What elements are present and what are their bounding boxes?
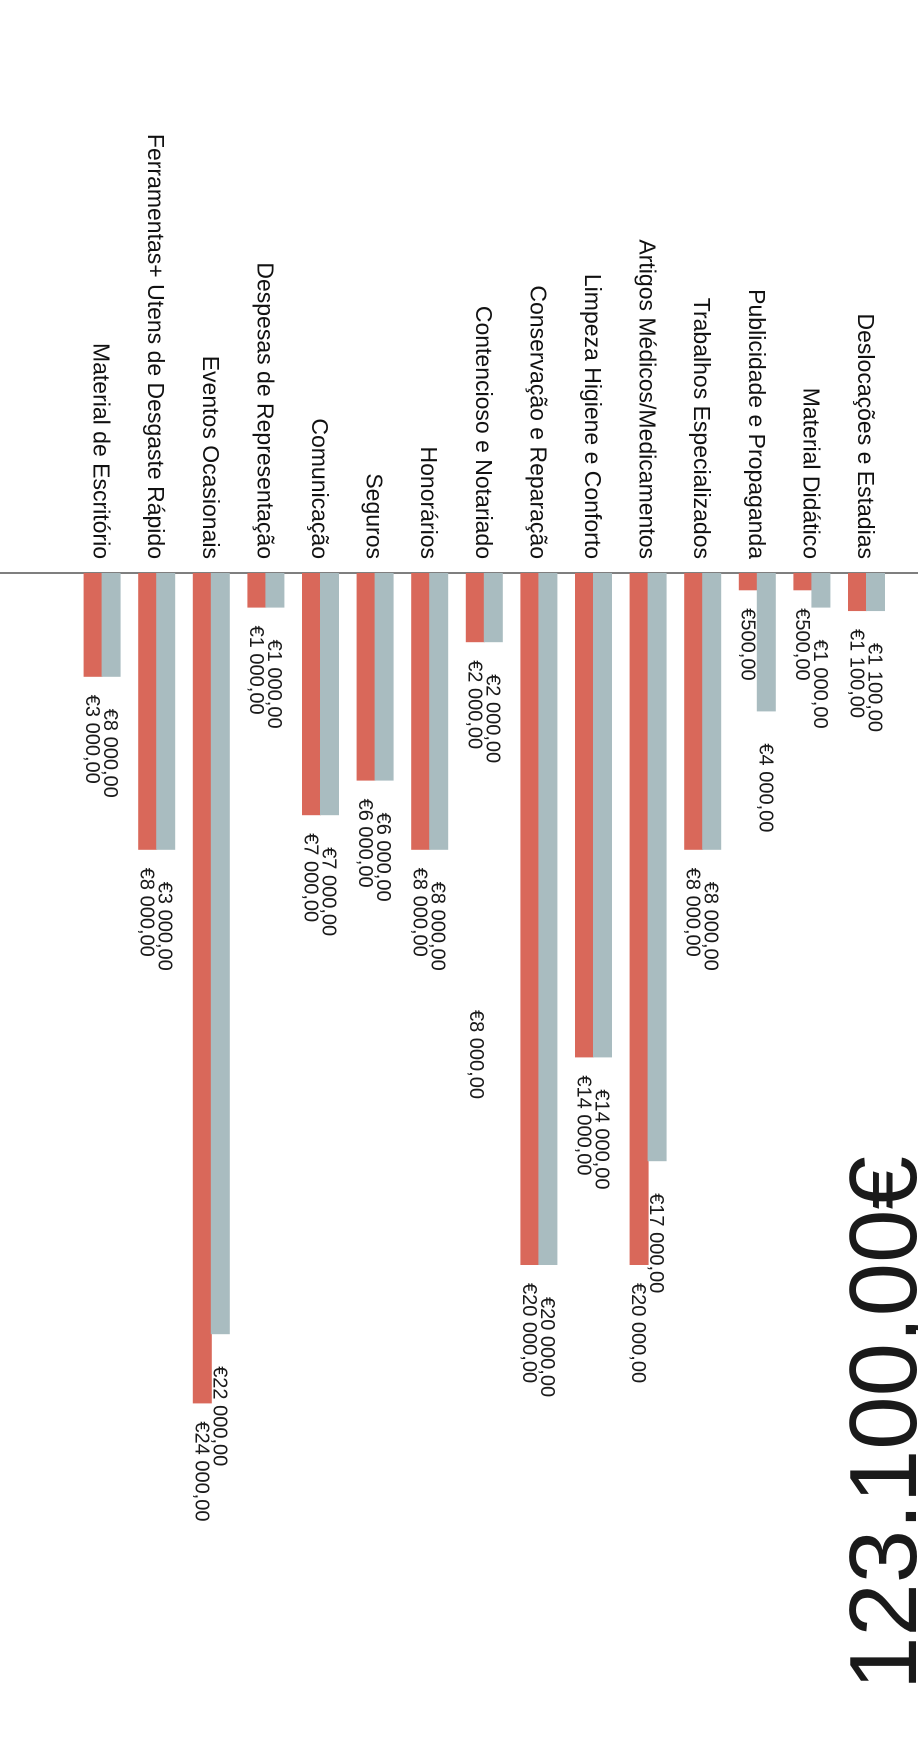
bar-s2-3: [756, 573, 776, 712]
bar-s1-2: [793, 573, 813, 591]
bar-s2-14: [156, 573, 176, 850]
bar-s1-3: [738, 573, 758, 591]
bar-s2-4: [702, 573, 722, 850]
plot-area: Deslocações e Estadias Material Didático P…: [0, 134, 918, 1690]
bar-s1-10: [356, 573, 376, 781]
value-label-s1-15: €3 000,00: [81, 695, 103, 784]
value-label-s2-6: €14 000,00: [591, 1089, 613, 1189]
bar-s2-13: [210, 573, 230, 1335]
category-label-1: Deslocações e Estadias: [853, 314, 879, 559]
bar-s1-4: [684, 573, 704, 850]
value-label-s2-1: €1 100,00: [864, 643, 886, 732]
value-label-s1-9: €8 000,00: [409, 868, 431, 957]
value-label-s1-14: €8 000,00: [136, 868, 158, 957]
bar-s2-5: [647, 573, 667, 1162]
bar-s2-2: [811, 573, 831, 608]
category-label-14: Ferramentas+ Utens de Desgaste Rápido: [143, 134, 169, 559]
value-label-s2-14: €3 000,00: [154, 882, 176, 971]
bar-s2-1: [866, 573, 885, 612]
category-label-8: Contencioso e Notariado: [471, 306, 497, 559]
bar-s1-6: [575, 573, 594, 1058]
value-label-s2-9: €8 000,00: [427, 882, 449, 971]
value-label-s2-8: €2 000,00: [481, 674, 503, 763]
value-label-s1-6: €14 000,00: [573, 1075, 595, 1175]
value-label-s2-7: €20 000,00: [536, 1297, 558, 1397]
category-label-15: Material de Escritório: [89, 343, 115, 559]
bar-s2-12: [265, 573, 285, 608]
value-label-s2-15: €8 000,00: [99, 709, 121, 798]
bar-s1-5: [629, 573, 649, 1265]
category-label-6: Limpeza Higiene e Conforto: [580, 274, 606, 559]
value-label-s2-10: €6 000,00: [372, 813, 394, 902]
value-label-s2-3: €4 000,00: [754, 743, 776, 832]
category-label-5: Artigos Médicos/Medicamentos: [635, 239, 661, 559]
bar-s2-6: [593, 573, 612, 1058]
value-label-s1-11: €7 000,00: [300, 833, 322, 922]
bar-s2-11: [320, 573, 339, 816]
bar-s2-9: [429, 573, 449, 850]
bar-s1-14: [138, 573, 158, 850]
value-label-s2-4: €8 000,00: [700, 882, 722, 971]
category-label-9: Honorários: [416, 447, 442, 560]
value-label-s2-12: €1 000,00: [263, 640, 285, 729]
value-label-s1-1: €1 100,00: [846, 629, 868, 718]
bar-s2-7: [538, 573, 558, 1265]
bar-s1-8: [465, 573, 485, 643]
bar-s1-7: [520, 573, 540, 1265]
bar-s1-12: [247, 573, 267, 608]
value-label-s2-11: €7 000,00: [318, 847, 340, 936]
bar-s1-13: [192, 573, 212, 1404]
value-label-s2-13: €22 000,00: [208, 1366, 230, 1466]
value-label-s1-7: €20 000,00: [518, 1283, 540, 1383]
category-label-11: Comunicação: [307, 418, 333, 559]
category-label-12: Despesas de Representação: [252, 262, 278, 559]
bar-s2-8: [483, 573, 503, 643]
bar-s1-1: [848, 573, 867, 612]
category-label-3: Publicidade e Propaganda: [744, 289, 770, 559]
value-label-s1-3: €500,00: [736, 608, 758, 680]
bar-s2-10: [374, 573, 394, 781]
value-label-s1-4: €8 000,00: [682, 868, 704, 957]
value-label-s2-2: €1 000,00: [809, 640, 831, 729]
value-label-s1-2: €500,00: [791, 608, 813, 680]
value-label-s1-13: €24 000,00: [190, 1421, 212, 1521]
bar-s1-9: [411, 573, 431, 850]
bars-group: [83, 573, 885, 1404]
value-label-s1-5: €20 000,00: [627, 1283, 649, 1383]
category-label-4: Trabalhos Especializados: [689, 298, 715, 559]
category-label-10: Seguros: [362, 473, 388, 559]
category-labels: Deslocações e Estadias Material Didático P…: [89, 134, 879, 559]
value-labels: €1 100,00€1 100,00€500,00€1 000,00€500,0…: [81, 608, 885, 1521]
category-label-13: Eventos Ocasionais: [198, 356, 224, 559]
extra-value-label-1: €8 000,00: [465, 1010, 487, 1099]
bar-s1-15: [83, 573, 103, 677]
value-label-s1-8: €2 000,00: [463, 660, 485, 749]
bar-s2-15: [101, 573, 121, 677]
value-label-s1-10: €6 000,00: [354, 799, 376, 888]
category-label-2: Material Didático: [798, 388, 824, 559]
category-label-7: Conservação e Reparação: [525, 285, 551, 559]
bar-s1-11: [302, 573, 321, 816]
value-label-s2-5: €17 000,00: [645, 1193, 667, 1293]
value-label-s1-12: €1 000,00: [245, 626, 267, 715]
total-amount: 123.100,00€: [830, 1156, 918, 1690]
